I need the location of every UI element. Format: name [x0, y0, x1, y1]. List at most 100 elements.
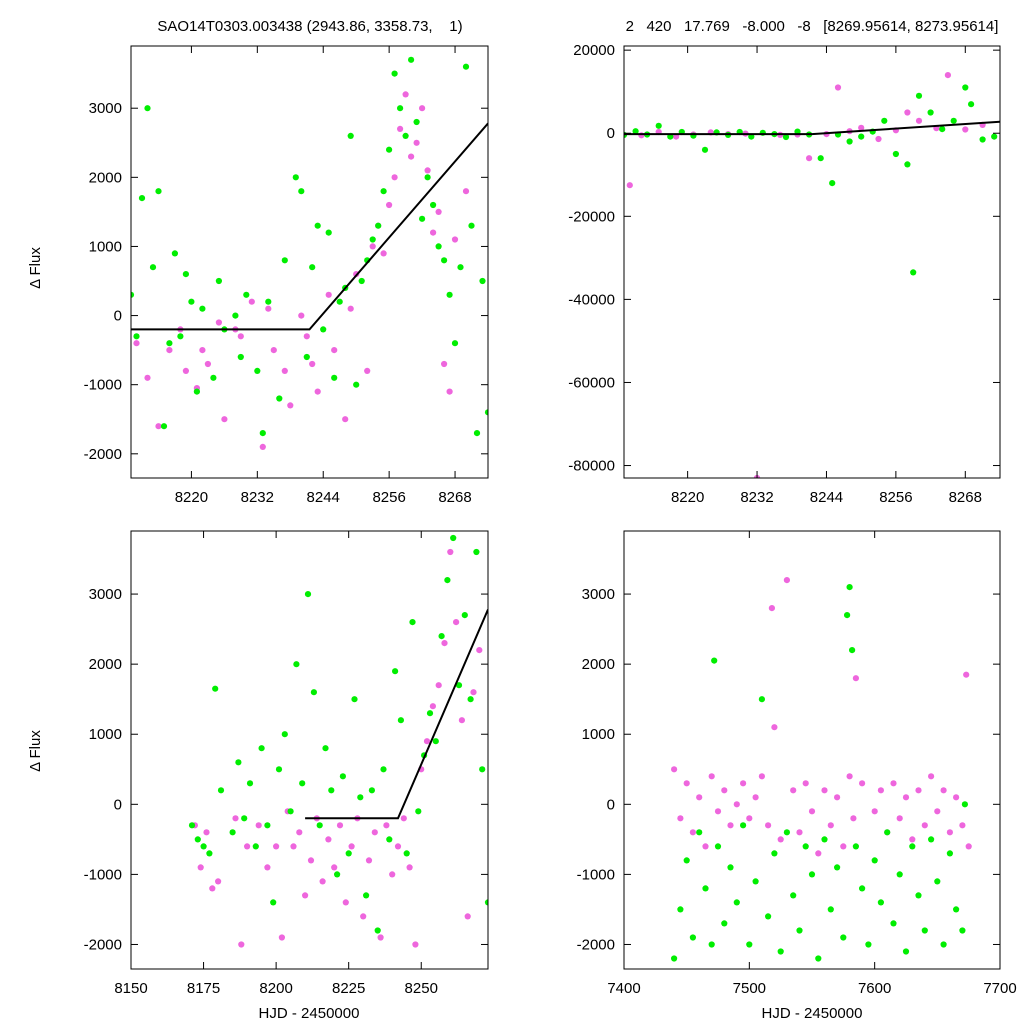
- data-point: [402, 132, 409, 139]
- data-point: [144, 374, 151, 381]
- data-point: [765, 822, 772, 829]
- data-point: [166, 340, 173, 347]
- data-point: [846, 584, 853, 591]
- data-point: [204, 360, 211, 368]
- x-tick-label: 8250: [405, 980, 438, 997]
- data-point: [237, 353, 244, 361]
- data-point: [369, 243, 376, 250]
- x-tick-label: 7500: [733, 980, 766, 997]
- data-point: [275, 766, 283, 773]
- data-point: [232, 312, 239, 319]
- y-tick-label: -20000: [568, 208, 615, 225]
- data-point: [875, 135, 882, 143]
- data-point: [464, 913, 471, 920]
- data-point: [149, 264, 157, 271]
- data-points: [624, 72, 998, 478]
- data-point: [415, 808, 422, 815]
- data-point: [467, 696, 474, 703]
- data-point: [248, 298, 255, 305]
- data-point: [834, 84, 842, 91]
- data-point: [273, 843, 280, 850]
- data-point: [910, 269, 917, 276]
- y-tick-label: -1000: [84, 866, 122, 883]
- data-point: [953, 794, 960, 801]
- data-point: [461, 612, 468, 619]
- data-point: [397, 105, 404, 112]
- data-point: [859, 780, 866, 787]
- data-point: [287, 808, 294, 815]
- data-point: [278, 934, 285, 941]
- data-point: [307, 857, 315, 864]
- data-point: [708, 941, 715, 948]
- data-point: [915, 892, 922, 899]
- panel-top-left: 8220 8232 8244 8256 8268 -2000 -1000 0 1000 2000 3…: [84, 45, 489, 506]
- data-point: [435, 682, 442, 689]
- data-point: [391, 70, 398, 77]
- data-point: [264, 864, 271, 871]
- y-tick-label: 2000: [89, 169, 122, 186]
- data-point: [846, 138, 853, 145]
- x-tick-label: 8220: [175, 489, 208, 506]
- data-point: [834, 864, 841, 871]
- data-point: [790, 787, 797, 794]
- x-tick-label: 7600: [858, 980, 891, 997]
- data-point: [783, 829, 791, 836]
- data-point: [655, 122, 662, 129]
- y-tick-label: 2000: [582, 656, 615, 673]
- data-point: [264, 822, 271, 829]
- data-point: [325, 836, 332, 843]
- data-point: [890, 780, 897, 787]
- y-axis-label-top-left: Δ Flux: [27, 247, 44, 289]
- data-point: [232, 815, 239, 822]
- panel-bottom-left: 8150 8175 8200 8225 8250 -2000 -1000 0 1000 2000 3…: [84, 530, 489, 997]
- data-point: [858, 124, 865, 131]
- data-point: [287, 402, 294, 409]
- data-point: [953, 906, 960, 913]
- y-tick-label: 3000: [582, 586, 615, 603]
- data-point: [255, 822, 262, 829]
- x-tick-label: 8150: [114, 980, 147, 997]
- data-point: [325, 229, 332, 236]
- data-point: [304, 591, 312, 598]
- data-point: [752, 878, 759, 885]
- data-point: [357, 794, 364, 801]
- data-point: [758, 696, 766, 703]
- x-tick-label: 7400: [607, 980, 640, 997]
- data-point: [364, 367, 371, 374]
- data-point: [721, 787, 728, 794]
- data-point: [783, 577, 791, 584]
- data-point: [413, 139, 420, 146]
- data-points: [671, 577, 972, 962]
- y-tick-label: 20000: [573, 42, 615, 59]
- data-point: [281, 257, 288, 264]
- fit-line: [131, 122, 488, 331]
- data-point: [386, 146, 393, 153]
- data-point: [408, 153, 415, 160]
- y-tick-label: 3000: [89, 100, 122, 117]
- data-point: [849, 647, 856, 654]
- data-point: [210, 374, 217, 381]
- data-point: [991, 133, 998, 140]
- data-point: [909, 836, 916, 843]
- data-point: [796, 927, 803, 934]
- data-point: [714, 843, 722, 850]
- x-axis-label-bottom-left: HJD - 2450000: [259, 1005, 360, 1022]
- data-point: [834, 794, 841, 801]
- data-point: [252, 843, 259, 850]
- data-point: [281, 731, 288, 738]
- y-axis-label-bottom-left: Δ Flux: [27, 730, 44, 772]
- data-point: [965, 843, 972, 850]
- data-point: [683, 857, 690, 864]
- data-point: [259, 430, 266, 437]
- data-point: [721, 920, 728, 927]
- data-point: [881, 117, 888, 124]
- data-point: [360, 913, 367, 920]
- panel-bottom-right: 7400 7500 7600 7700 -2000 -1000 0 1000 2000 3000: [577, 530, 1017, 997]
- data-point: [689, 934, 697, 941]
- data-point: [254, 367, 261, 374]
- data-point: [946, 829, 954, 836]
- data-point: [476, 647, 483, 654]
- data-point: [696, 794, 703, 801]
- data-point: [846, 773, 853, 780]
- data-point: [782, 133, 790, 141]
